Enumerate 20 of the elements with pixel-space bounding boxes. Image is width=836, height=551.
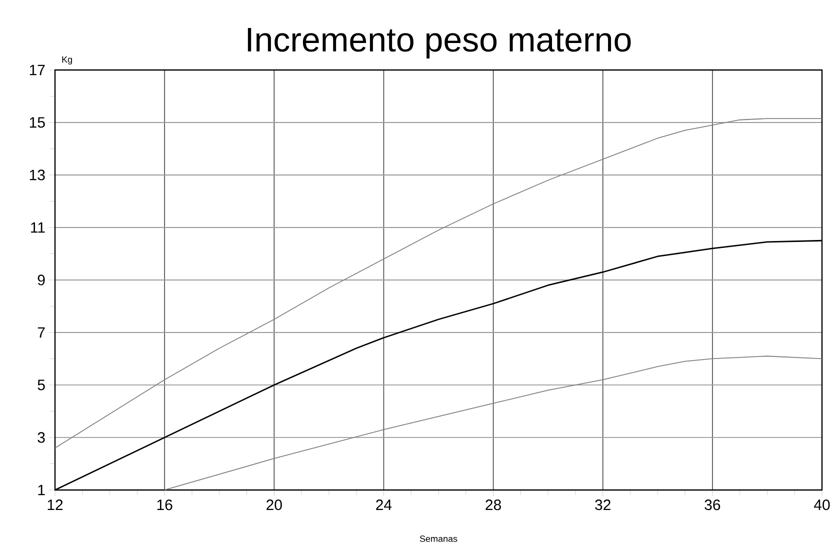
x-tick-label: 32	[595, 500, 610, 510]
y-tick-label: 7	[38, 327, 45, 338]
x-tick-label: 12	[48, 500, 63, 510]
x-tick-label: 28	[486, 500, 501, 510]
x-tick-label: 24	[376, 500, 392, 510]
y-tick-label: 11	[31, 222, 45, 233]
y-tick-label: 3	[38, 432, 45, 443]
x-axis-title: Semanas	[420, 536, 458, 542]
x-tick-label: 36	[704, 500, 720, 510]
y-axis-title: Kg	[62, 56, 72, 64]
x-tick-label: 16	[157, 500, 172, 510]
y-tick-label: 5	[38, 380, 45, 390]
y-tick-label: 17	[30, 64, 45, 76]
y-tick-label: 9	[38, 274, 45, 286]
x-tick-label: 20	[266, 500, 282, 510]
chart-title: Incremento peso materno	[248, 28, 631, 58]
x-tick-label: 40	[814, 500, 830, 510]
y-tick-label: 13	[30, 170, 45, 180]
y-tick-label: 15	[30, 117, 45, 128]
y-tick-label: 1	[38, 484, 45, 496]
